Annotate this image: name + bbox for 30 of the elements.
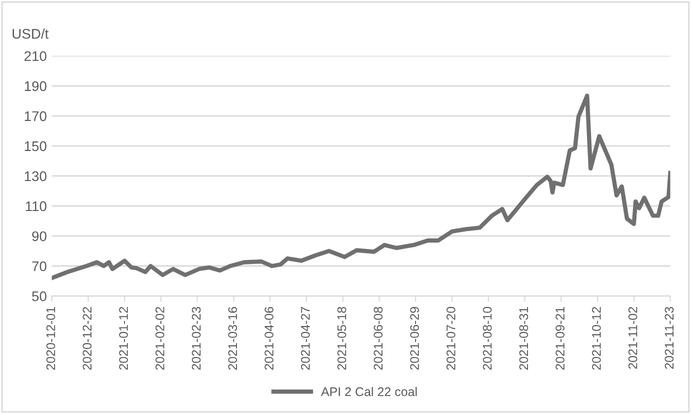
x-tick-label: 2021-05-18 [337,306,346,370]
x-tick-label: 2021-04-06 [264,306,274,370]
y-tick-label: 130 [24,171,46,182]
y-tick-label: 50 [32,291,46,302]
x-tick-label: 2021-09-21 [556,307,564,370]
y-tick-label: 150 [24,141,46,152]
x-tick-label: 2021-04-27 [300,307,310,370]
x-tick-label: 2020-12-01 [46,307,56,370]
y-tick-label: 170 [24,111,46,122]
x-tick-label: 2021-06-29 [410,307,419,370]
y-tick-label: 210 [24,51,46,62]
y-tick-label: 70 [32,261,46,272]
x-tick-label: 2021-03-16 [228,306,238,370]
y-axis-title: USD/t [12,28,49,39]
line-series [52,94,670,280]
legend-label: API 2 Cal 22 coal [320,386,417,396]
x-tick-label: 2020-12-22 [82,307,92,370]
y-tick-label: 190 [24,81,46,92]
x-tick-label: 2021-11-02 [628,307,638,369]
x-tick-label: 2021-02-23 [192,306,201,370]
x-tick-label: 2021-06-08 [374,306,383,370]
y-tick-label: 90 [32,231,46,242]
x-tick-label: 2021-02-02 [155,307,164,370]
x-tick-label: 2021-01-12 [119,307,128,370]
x-tick-label: 2021-08-10 [482,306,492,370]
x-tick-label: 2021-08-31 [519,307,528,370]
y-tick-label: 110 [26,201,46,212]
x-tick-label: 2021-11-23 [664,306,674,369]
x-tick-label: 2021-10-12 [592,307,601,370]
x-tick-label: 2021-07-20 [446,306,456,370]
